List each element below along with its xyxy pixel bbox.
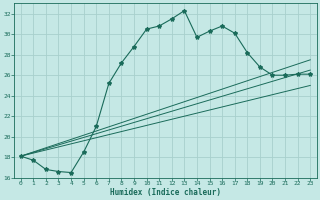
X-axis label: Humidex (Indice chaleur): Humidex (Indice chaleur) [110,188,221,197]
